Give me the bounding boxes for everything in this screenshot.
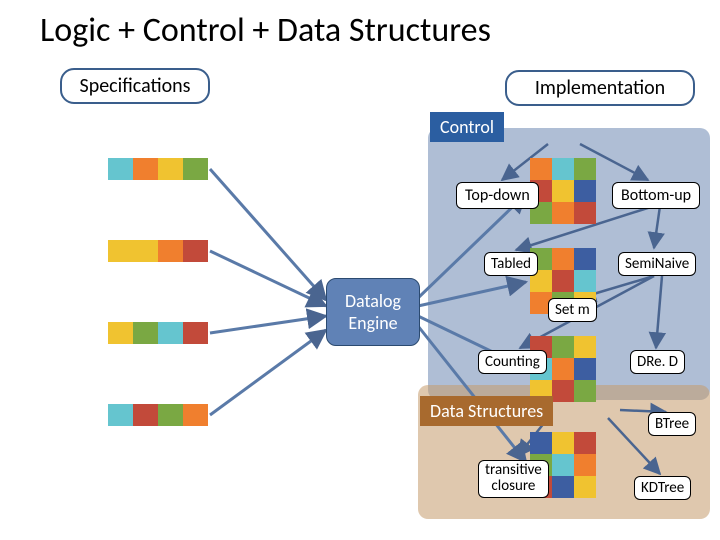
grid-top <box>530 158 596 224</box>
engine-label-1: Datalog <box>345 290 401 312</box>
engine-label-2: Engine <box>348 312 397 334</box>
implementation-label: Implementation <box>535 76 665 100</box>
specifications-pill: Specifications <box>60 68 210 104</box>
node-seminaive-label: SemiNaive <box>625 255 689 273</box>
ds-banner-label: Data Structures <box>430 400 543 422</box>
spec-bar-2 <box>108 322 208 344</box>
node-tabled-label: Tabled <box>491 255 531 273</box>
node-tabled: Tabled <box>484 252 538 276</box>
node-btree: BTree <box>648 412 696 436</box>
control-banner: Control <box>430 112 504 142</box>
specifications-label: Specifications <box>80 74 191 98</box>
spec-bar-1 <box>108 240 208 262</box>
node-bottom-up: Bottom-up <box>612 182 700 209</box>
node-bottom-up-label: Bottom-up <box>621 186 691 205</box>
node-seminaive: SemiNaive <box>618 252 696 276</box>
node-dred: DRe. D <box>630 350 685 374</box>
node-tc-l2: closure <box>491 477 535 495</box>
spec-bar-3 <box>108 404 208 426</box>
datalog-engine-box: Datalog Engine <box>326 278 420 346</box>
implementation-pill: Implementation <box>505 70 695 106</box>
spec-bar-0 <box>108 158 208 180</box>
node-transitive-closure: transitive closure <box>478 460 549 498</box>
node-set-m: Set m <box>548 298 597 322</box>
node-counting-label: Counting <box>485 353 540 371</box>
node-top-down: Top-down <box>456 182 539 209</box>
node-btree-label: BTree <box>655 415 689 433</box>
control-banner-label: Control <box>440 116 494 138</box>
page-title: Logic + Control + Data Structures <box>40 10 491 51</box>
node-kdtree: KDTree <box>634 476 691 500</box>
node-dred-label: DRe. D <box>637 353 678 371</box>
node-set-m-label: Set m <box>555 301 590 319</box>
node-top-down-label: Top-down <box>465 186 530 205</box>
data-structures-banner: Data Structures <box>420 396 553 426</box>
node-counting: Counting <box>478 350 547 374</box>
node-kdtree-label: KDTree <box>641 479 684 497</box>
